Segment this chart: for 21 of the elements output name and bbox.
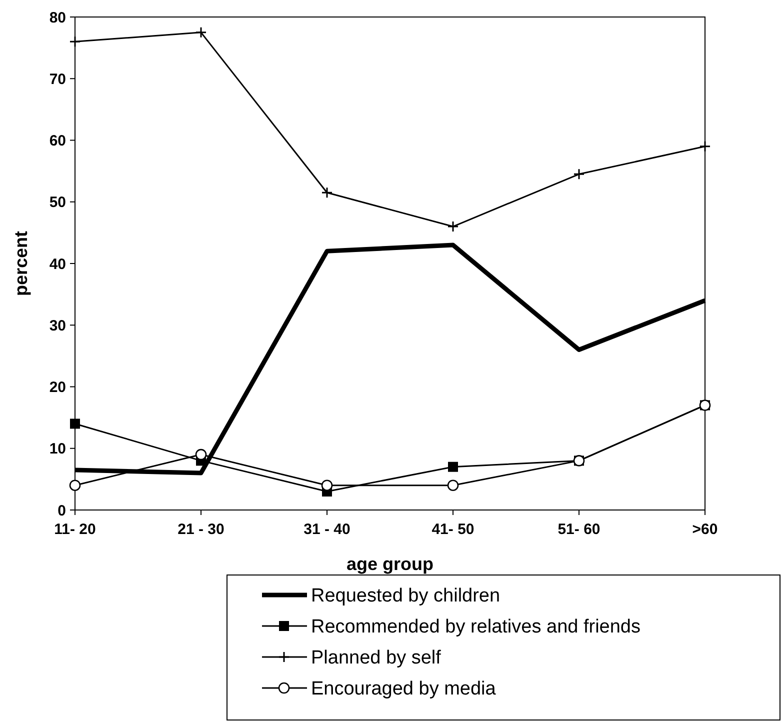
y-tick-label: 40 <box>49 256 66 273</box>
y-tick-label: 0 <box>58 502 66 520</box>
x-tick-label: >60 <box>692 521 718 538</box>
x-tick-label: 31 - 40 <box>304 521 350 538</box>
x-axis-title: age group <box>346 554 434 574</box>
x-tick-label: 51- 60 <box>558 521 600 538</box>
y-tick-label: 60 <box>49 132 66 150</box>
legend-label: Encouraged by media <box>311 678 496 700</box>
legend-label: Planned by self <box>311 648 442 669</box>
x-tick-label: 11- 20 <box>54 521 96 538</box>
x-tick-label: 41- 50 <box>432 521 474 538</box>
y-tick-label: 50 <box>49 194 66 212</box>
y-tick-label: 70 <box>49 70 66 88</box>
y-tick-label: 10 <box>49 440 66 458</box>
y-tick-label: 80 <box>49 9 66 26</box>
y-axis-title: percent <box>11 230 31 296</box>
x-tick-label: 21 - 30 <box>178 521 224 538</box>
legend-label: Recommended by relatives and friends <box>311 616 641 638</box>
y-tick-label: 20 <box>49 379 66 396</box>
y-tick-label: 30 <box>49 317 66 334</box>
legend-label: Requested by children <box>311 586 500 607</box>
